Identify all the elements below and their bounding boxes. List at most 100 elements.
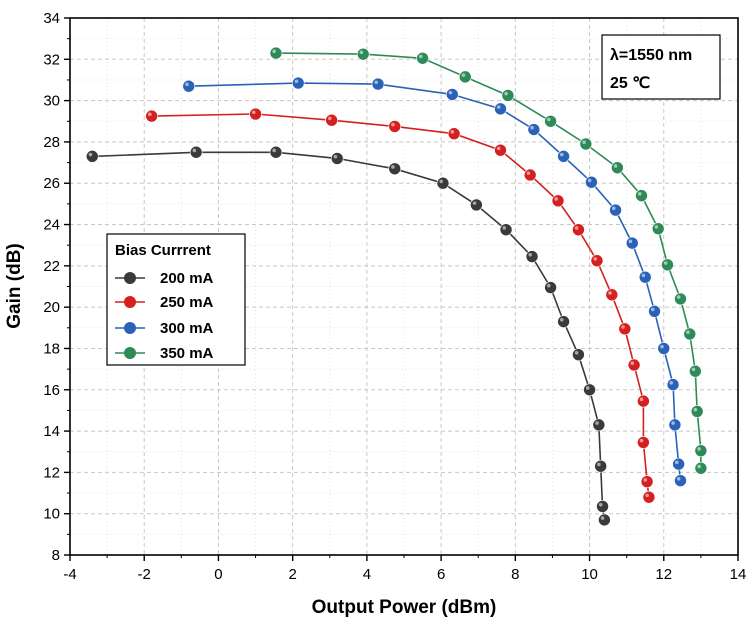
y-tick-label: 32 bbox=[43, 51, 60, 68]
legend-entry-200ma: 200 mA bbox=[115, 270, 214, 287]
data-point-highlight bbox=[528, 252, 533, 257]
data-point bbox=[635, 189, 648, 202]
data-point-highlight bbox=[582, 140, 586, 144]
x-tick-label: 2 bbox=[288, 566, 296, 583]
data-point bbox=[330, 152, 344, 165]
data-series bbox=[85, 46, 708, 527]
data-point bbox=[572, 348, 585, 361]
data-point-highlight bbox=[502, 226, 507, 230]
data-point-highlight bbox=[628, 239, 633, 244]
legend-title: Bias Currrent bbox=[115, 242, 211, 259]
data-point bbox=[611, 161, 624, 175]
data-point-highlight bbox=[272, 49, 276, 54]
data-point-highlight bbox=[693, 407, 698, 412]
data-point-highlight bbox=[637, 192, 642, 196]
data-point bbox=[356, 47, 370, 61]
data-point-highlight bbox=[391, 122, 395, 127]
x-tick-label: 14 bbox=[730, 566, 747, 583]
data-point-highlight bbox=[496, 146, 501, 151]
data-point bbox=[269, 145, 283, 159]
data-point-highlight bbox=[448, 90, 453, 95]
data-point-highlight bbox=[671, 421, 675, 425]
y-tick-label: 24 bbox=[43, 217, 60, 234]
data-point-highlight bbox=[645, 493, 649, 498]
y-tick-label: 8 bbox=[52, 547, 60, 564]
legend-entry-350ma: 350 mA bbox=[115, 345, 214, 362]
x-tick-label: -4 bbox=[63, 566, 76, 583]
data-point bbox=[249, 107, 262, 121]
data-point bbox=[657, 342, 671, 355]
data-point-highlight bbox=[461, 73, 466, 77]
data-point bbox=[651, 222, 665, 235]
data-point-highlight bbox=[574, 226, 579, 230]
data-point-highlight bbox=[675, 460, 679, 465]
legend-marker bbox=[124, 347, 136, 359]
data-point bbox=[583, 383, 596, 397]
data-point bbox=[494, 143, 507, 157]
annotation-box: λ=1550 nm 25 ℃ bbox=[601, 34, 721, 100]
data-point bbox=[694, 461, 708, 475]
legend-entry-300ma: 300 mA bbox=[115, 320, 214, 337]
data-point-highlight bbox=[530, 125, 534, 130]
data-point-highlight bbox=[418, 54, 423, 59]
data-point-highlight bbox=[185, 82, 189, 87]
data-point-highlight bbox=[374, 80, 379, 85]
data-point-highlight bbox=[691, 367, 696, 372]
data-point bbox=[609, 203, 622, 217]
data-point-highlight bbox=[595, 421, 599, 425]
series-350-ma bbox=[269, 46, 708, 475]
data-point bbox=[445, 88, 459, 101]
data-point bbox=[269, 46, 283, 60]
y-tick-label: 12 bbox=[43, 464, 60, 481]
data-point-highlight bbox=[676, 477, 681, 481]
data-point bbox=[527, 123, 541, 136]
data-point-highlight bbox=[621, 325, 625, 329]
data-point bbox=[625, 236, 639, 250]
data-point-highlight bbox=[554, 197, 559, 201]
data-point bbox=[637, 394, 650, 408]
data-point-highlight bbox=[697, 447, 701, 451]
data-point-highlight bbox=[272, 148, 276, 153]
data-point bbox=[592, 418, 606, 432]
y-tick-label: 14 bbox=[43, 423, 60, 440]
data-point-highlight bbox=[611, 206, 616, 211]
data-point bbox=[388, 120, 402, 133]
data-point bbox=[525, 250, 539, 263]
data-point-highlight bbox=[613, 164, 618, 168]
data-point-highlight bbox=[598, 502, 603, 507]
data-point bbox=[447, 127, 461, 140]
x-tick-label: -2 bbox=[138, 566, 151, 583]
data-point bbox=[325, 113, 338, 127]
data-point-highlight bbox=[148, 112, 152, 117]
legend-label: 350 mA bbox=[160, 345, 214, 362]
data-point bbox=[494, 102, 507, 116]
data-point-highlight bbox=[630, 361, 635, 365]
annotation-temperature: 25 ℃ bbox=[610, 75, 650, 92]
y-axis-title: Gain (dB) bbox=[4, 243, 25, 329]
x-tick-label: 10 bbox=[581, 566, 598, 583]
data-point-highlight bbox=[697, 464, 701, 469]
data-point bbox=[638, 270, 652, 284]
data-point-highlight bbox=[639, 397, 644, 402]
data-point bbox=[668, 418, 682, 432]
data-point bbox=[690, 405, 704, 418]
data-point-highlight bbox=[650, 307, 655, 312]
x-tick-label: 8 bbox=[511, 566, 519, 583]
data-point-highlight bbox=[585, 386, 590, 390]
y-tick-label: 26 bbox=[43, 175, 60, 192]
data-point-highlight bbox=[496, 105, 501, 109]
y-tick-label: 22 bbox=[43, 258, 60, 275]
data-point bbox=[551, 194, 565, 208]
legend-label: 200 mA bbox=[160, 270, 214, 287]
x-tick-label: 0 bbox=[214, 566, 222, 583]
data-point bbox=[590, 254, 604, 267]
y-tick-label: 28 bbox=[43, 134, 60, 151]
data-point bbox=[637, 436, 650, 449]
legend-label: 250 mA bbox=[160, 294, 214, 311]
axis-ticks: -4 -2 0 2 4 6 8 10 12 148101214161820222426283032… bbox=[43, 10, 746, 583]
y-tick-label: 18 bbox=[43, 340, 60, 357]
data-point-highlight bbox=[597, 462, 601, 467]
data-point bbox=[672, 457, 685, 471]
y-tick-label: 20 bbox=[43, 299, 60, 316]
